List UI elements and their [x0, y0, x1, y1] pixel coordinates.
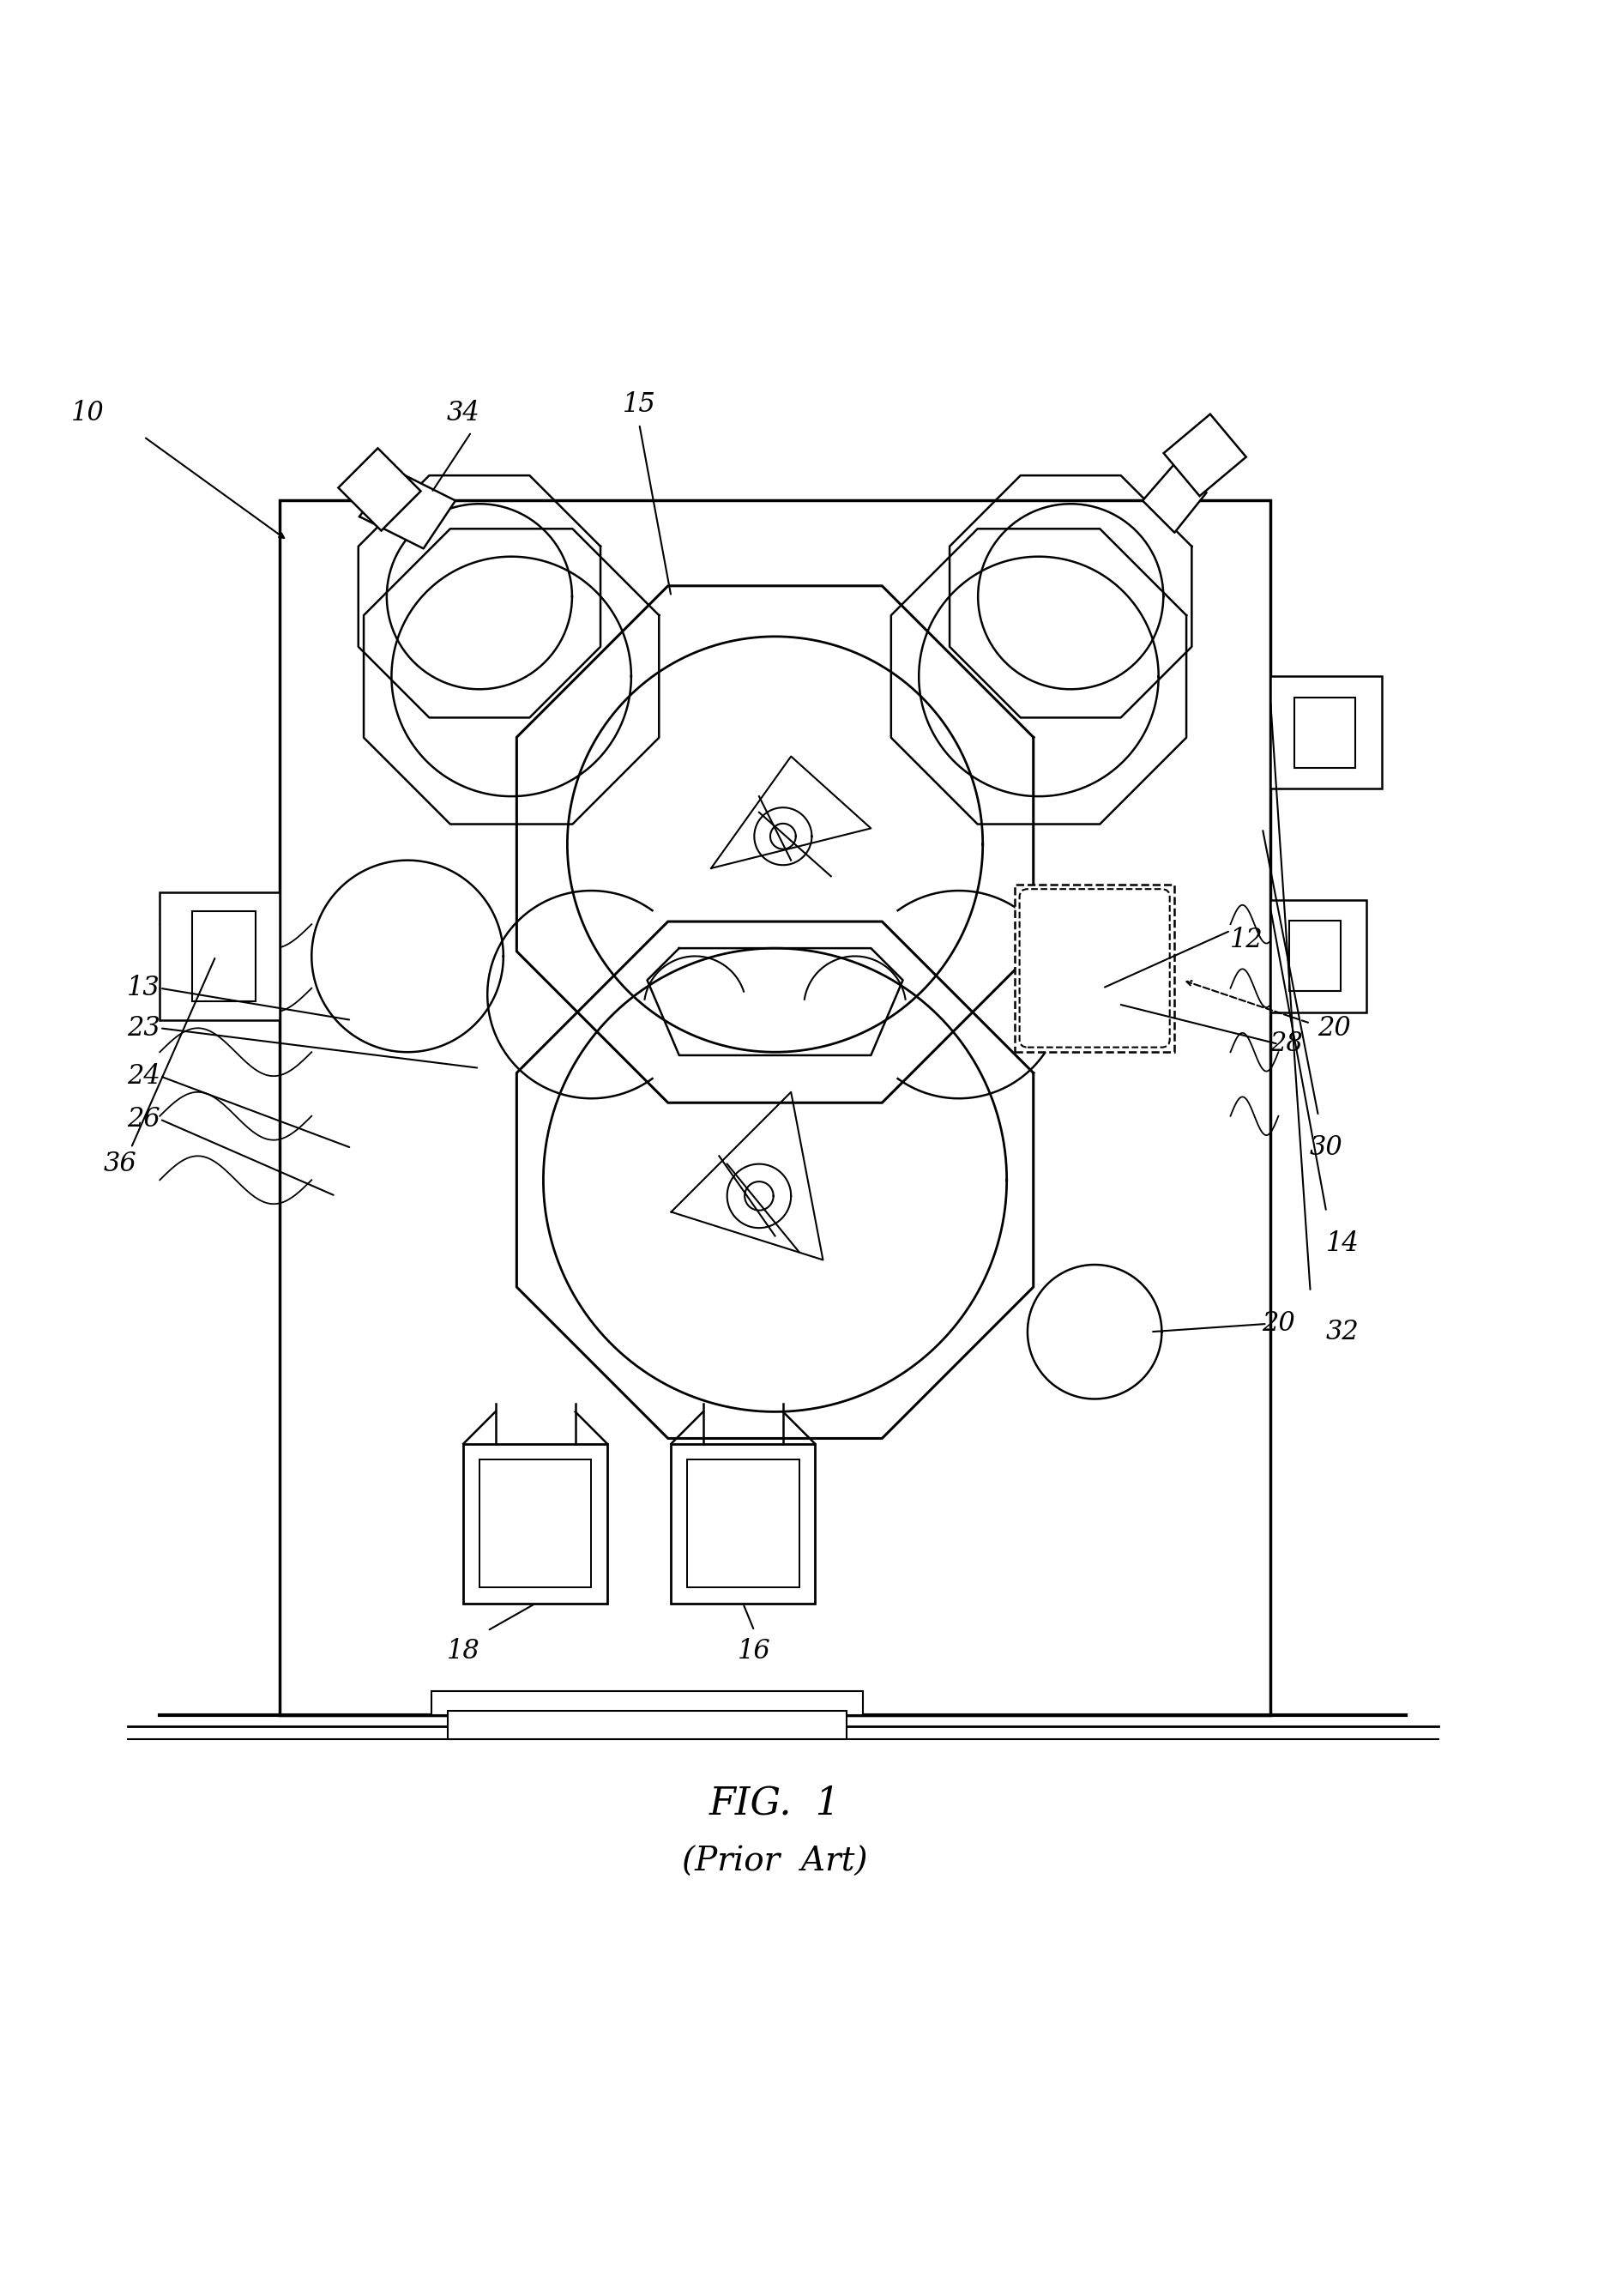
- Text: 14: 14: [1326, 1231, 1358, 1258]
- Text: 30: 30: [1310, 1134, 1342, 1162]
- Polygon shape: [360, 468, 455, 549]
- Text: 18: 18: [447, 1639, 479, 1665]
- Text: 10: 10: [72, 400, 104, 427]
- Text: 15: 15: [623, 390, 655, 418]
- FancyBboxPatch shape: [1020, 889, 1170, 1047]
- Text: 36: 36: [104, 1150, 136, 1178]
- Bar: [1270, 677, 1382, 788]
- Bar: [1015, 884, 1175, 1052]
- Text: FIG.  1: FIG. 1: [710, 1784, 841, 1823]
- Text: 13: 13: [128, 976, 160, 1001]
- Text: 20: 20: [1262, 1311, 1294, 1336]
- Polygon shape: [1143, 464, 1206, 533]
- Bar: [687, 1460, 799, 1587]
- Bar: [192, 912, 256, 1001]
- Bar: [160, 893, 280, 1019]
- Text: 12: 12: [1230, 928, 1262, 953]
- Bar: [1290, 921, 1341, 992]
- Bar: [1163, 413, 1246, 496]
- Bar: [431, 1692, 863, 1715]
- Text: (Prior  Art): (Prior Art): [682, 1846, 868, 1878]
- Bar: [463, 1444, 607, 1603]
- Bar: [1270, 900, 1366, 1013]
- Text: 28: 28: [1270, 1031, 1302, 1058]
- Text: 20: 20: [1318, 1015, 1350, 1042]
- Bar: [447, 1711, 847, 1740]
- Text: 32: 32: [1326, 1318, 1358, 1345]
- Bar: [1294, 698, 1355, 767]
- Text: 24: 24: [128, 1063, 160, 1088]
- Text: 26: 26: [128, 1107, 160, 1132]
- Text: 34: 34: [447, 400, 479, 427]
- Text: 16: 16: [738, 1639, 770, 1665]
- Text: 23: 23: [128, 1015, 160, 1042]
- Bar: [671, 1444, 815, 1603]
- Bar: [479, 1460, 591, 1587]
- Bar: [280, 501, 1270, 1715]
- Bar: [339, 448, 420, 530]
